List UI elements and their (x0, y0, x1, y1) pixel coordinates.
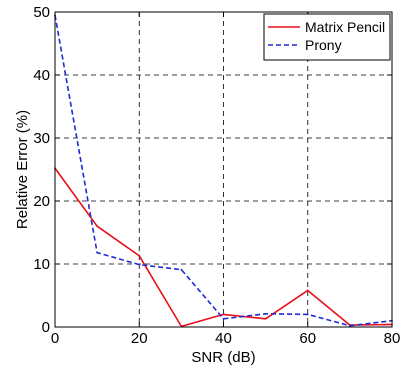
matrix-pencil-data-point (96, 225, 99, 228)
x-axis-label: SNR (dB) (191, 349, 255, 366)
legend-box (263, 13, 391, 61)
prony-data-point (222, 317, 225, 320)
y-tick-label: 20 (33, 193, 50, 210)
y-tick-label: 10 (33, 256, 50, 273)
prony-data-point (306, 313, 309, 316)
prony-data-point (264, 312, 267, 315)
matrix-pencil-data-point (306, 289, 309, 292)
x-tick-label: 20 (131, 330, 148, 347)
x-tick-label: 40 (215, 330, 232, 347)
y-tick-label: 40 (33, 67, 50, 84)
prony-data-point (138, 263, 141, 266)
y-axis-label: Relative Error (%) (14, 110, 31, 229)
legend: Matrix Pencil Prony (263, 13, 391, 61)
y-tick-label: 30 (33, 130, 50, 147)
x-tick-label: 60 (299, 330, 316, 347)
prony-legend-label: Prony (305, 37, 342, 53)
y-tick-label: 50 (33, 4, 50, 21)
matrix-pencil-legend-label: Matrix Pencil (305, 19, 385, 35)
y-tick-label: 0 (42, 319, 50, 336)
matrix-pencil-data-point (138, 254, 141, 257)
axis-ticks (54, 11, 393, 328)
matrix-pencil-data-point (222, 313, 225, 316)
x-tick-label: 0 (51, 330, 59, 347)
tick-labels: 0 20 40 60 80 0 10 20 30 40 50 (33, 4, 400, 347)
matrix-pencil-data-point (264, 317, 267, 320)
prony-data-point (348, 324, 351, 327)
grid-lines (55, 12, 392, 327)
prony-data-point (180, 268, 183, 271)
prony-data-point (96, 251, 99, 254)
x-tick-label: 80 (384, 330, 401, 347)
